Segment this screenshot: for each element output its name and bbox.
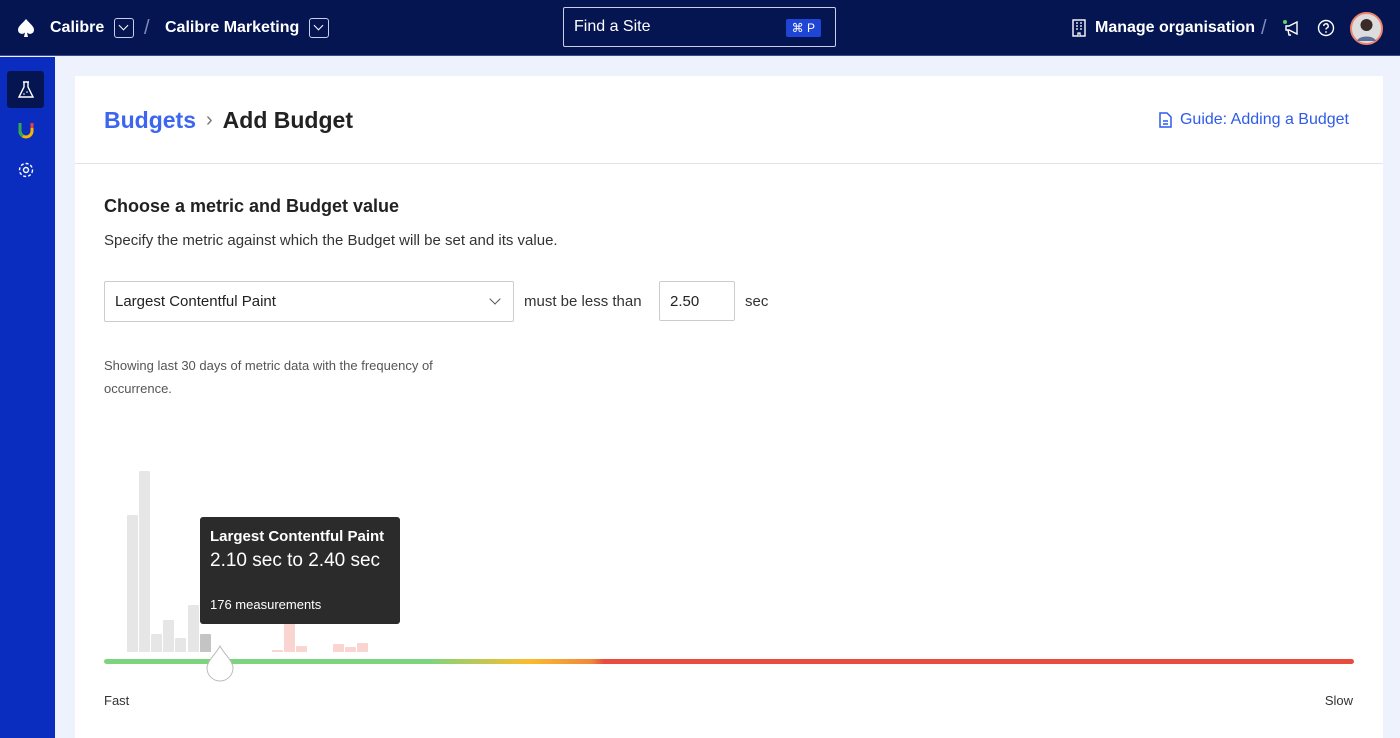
speed-scale-track (104, 659, 1354, 664)
histogram-bar[interactable] (151, 634, 163, 652)
comparator-label: must be less than (524, 293, 642, 310)
integration-logo-icon (18, 122, 33, 138)
spade-logo-icon (18, 19, 34, 37)
axis-label-slow: Slow (1324, 693, 1353, 708)
budget-value-input[interactable] (659, 281, 735, 321)
page-title: Add Budget (222, 107, 353, 133)
team-switcher[interactable]: Calibre Marketing (165, 0, 330, 56)
org-name: Calibre (50, 19, 105, 36)
gear-icon (18, 162, 33, 177)
document-icon (1159, 112, 1172, 128)
manage-organisation-link[interactable]: Manage organisation (1071, 0, 1255, 56)
page-header: Budgets › Add Budget Guide: Adding a Bud… (75, 76, 1383, 164)
top-navigation: Calibre / Calibre Marketing Find a Site … (0, 0, 1400, 56)
sidebar (0, 57, 55, 738)
building-icon (1072, 19, 1086, 37)
org-switcher[interactable]: Calibre (16, 0, 135, 56)
metric-selected-value: Largest Contentful Paint (115, 293, 276, 310)
histogram-bar[interactable] (344, 646, 356, 652)
histogram-bar[interactable] (356, 643, 368, 652)
shortcut-badge: ⌘ P (785, 19, 821, 37)
megaphone-icon (1283, 20, 1298, 36)
tooltip-count: 176 measurements (210, 597, 322, 612)
histogram-bar[interactable] (187, 604, 199, 652)
find-site-search[interactable]: Find a Site ⌘ P (563, 7, 836, 47)
histogram-bar[interactable] (163, 619, 175, 652)
histogram-bar[interactable] (139, 471, 151, 652)
tooltip-range: 2.10 sec to 2.40 sec (210, 550, 381, 571)
announcements-button[interactable] (1282, 0, 1302, 56)
histogram-tooltip: Largest Contentful Paint 2.10 sec to 2.4… (200, 517, 400, 624)
sidebar-item-integrations[interactable] (7, 111, 44, 148)
tooltip-title: Largest Contentful Paint (210, 528, 385, 545)
help-icon (1317, 19, 1335, 37)
metric-select[interactable]: Largest Contentful Paint (104, 281, 514, 322)
section-heading: Choose a metric and Budget value (104, 196, 400, 216)
breadcrumb-budgets-link[interactable]: Budgets (104, 107, 196, 133)
unit-label: sec (745, 293, 769, 310)
avatar[interactable] (1350, 0, 1383, 56)
sidebar-item-settings[interactable] (7, 151, 44, 188)
search-placeholder: Find a Site (574, 18, 651, 35)
histogram: Fast Slow Largest Contentful Paint 2.10 … (75, 76, 1383, 738)
histogram-bar[interactable] (284, 623, 296, 652)
histogram-bar[interactable] (332, 644, 344, 652)
chevron-down-icon[interactable] (309, 18, 330, 38)
guide-link[interactable]: Guide: Adding a Budget (1159, 111, 1349, 129)
chevron-down-icon[interactable] (114, 18, 135, 38)
flask-icon (17, 80, 34, 98)
breadcrumb: Budgets › Add Budget (104, 107, 353, 134)
chevron-right-icon: › (206, 109, 213, 131)
manage-organisation-label: Manage organisation (1095, 19, 1256, 36)
separator: / (144, 16, 150, 39)
histogram-bar[interactable] (272, 649, 284, 652)
sidebar-item-tests[interactable] (7, 71, 44, 108)
guide-link-label: Guide: Adding a Budget (1179, 111, 1349, 128)
separator: / (1261, 16, 1267, 39)
main-card: Budgets › Add Budget Guide: Adding a Bud… (75, 76, 1383, 738)
team-name: Calibre Marketing (165, 19, 300, 36)
section-description: Specify the metric against which the Bud… (104, 232, 558, 249)
axis-label-fast: Fast (104, 693, 130, 708)
budget-slider-handle[interactable] (205, 644, 235, 682)
histogram-bar[interactable] (296, 645, 308, 652)
chevron-down-icon (489, 293, 501, 305)
help-button[interactable] (1317, 0, 1335, 56)
histogram-bar[interactable] (175, 637, 187, 652)
histogram-note: Showing last 30 days of metric data with… (104, 358, 433, 396)
histogram-bar[interactable] (127, 514, 138, 652)
